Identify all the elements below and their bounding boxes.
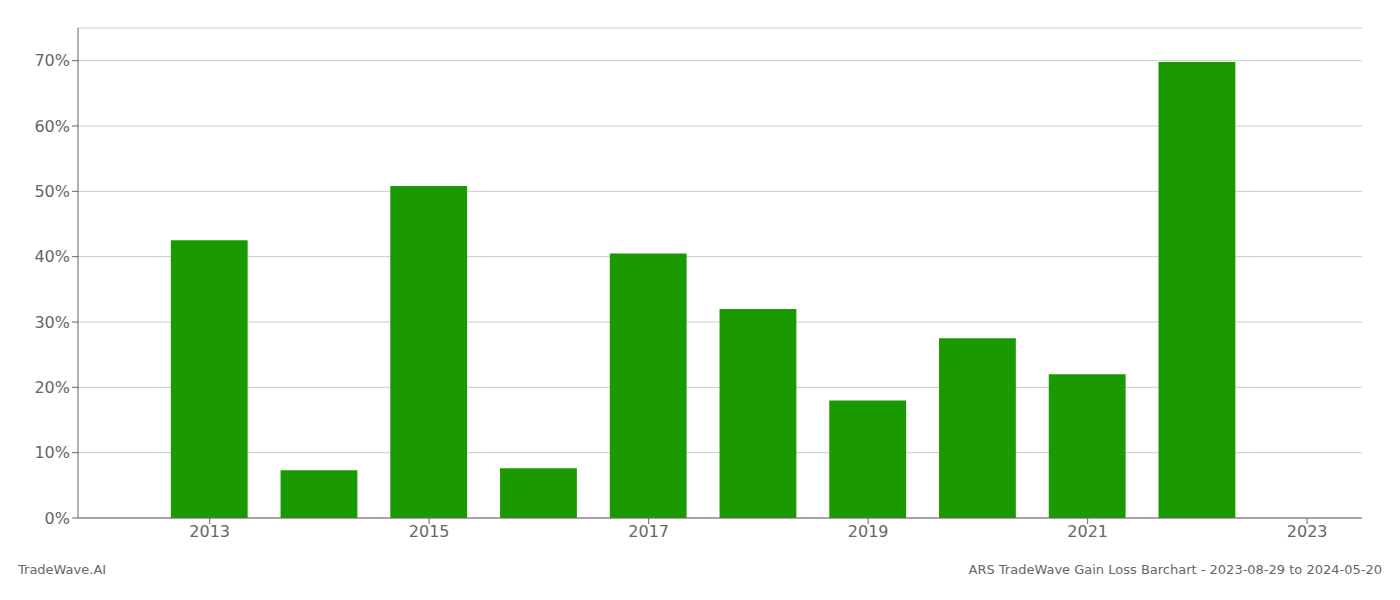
html-text:TradeWave.AI: TradeWave.AI [18, 562, 107, 577]
svg-text:20%: 20% [34, 378, 70, 397]
svg-text:40%: 40% [34, 247, 70, 266]
svg-text:30%: 30% [34, 313, 70, 332]
svg-text:2015: 2015 [409, 522, 450, 541]
svg-text:2021: 2021 [1067, 522, 1108, 541]
svg-text:0%: 0% [45, 509, 70, 528]
svg-text:2013: 2013 [189, 522, 230, 541]
svg-text:2017: 2017 [628, 522, 669, 541]
svg-text:60%: 60% [34, 117, 70, 136]
svg-text:70%: 70% [34, 51, 70, 70]
svg-text:2023: 2023 [1287, 522, 1328, 541]
svg-text:10%: 10% [34, 443, 70, 462]
html-text:ARS TradeWave Gain Loss Barcha: ARS TradeWave Gain Loss Barchart - 2023-… [968, 562, 1382, 577]
svg-text:50%: 50% [34, 182, 70, 201]
svg-text:2019: 2019 [848, 522, 889, 541]
